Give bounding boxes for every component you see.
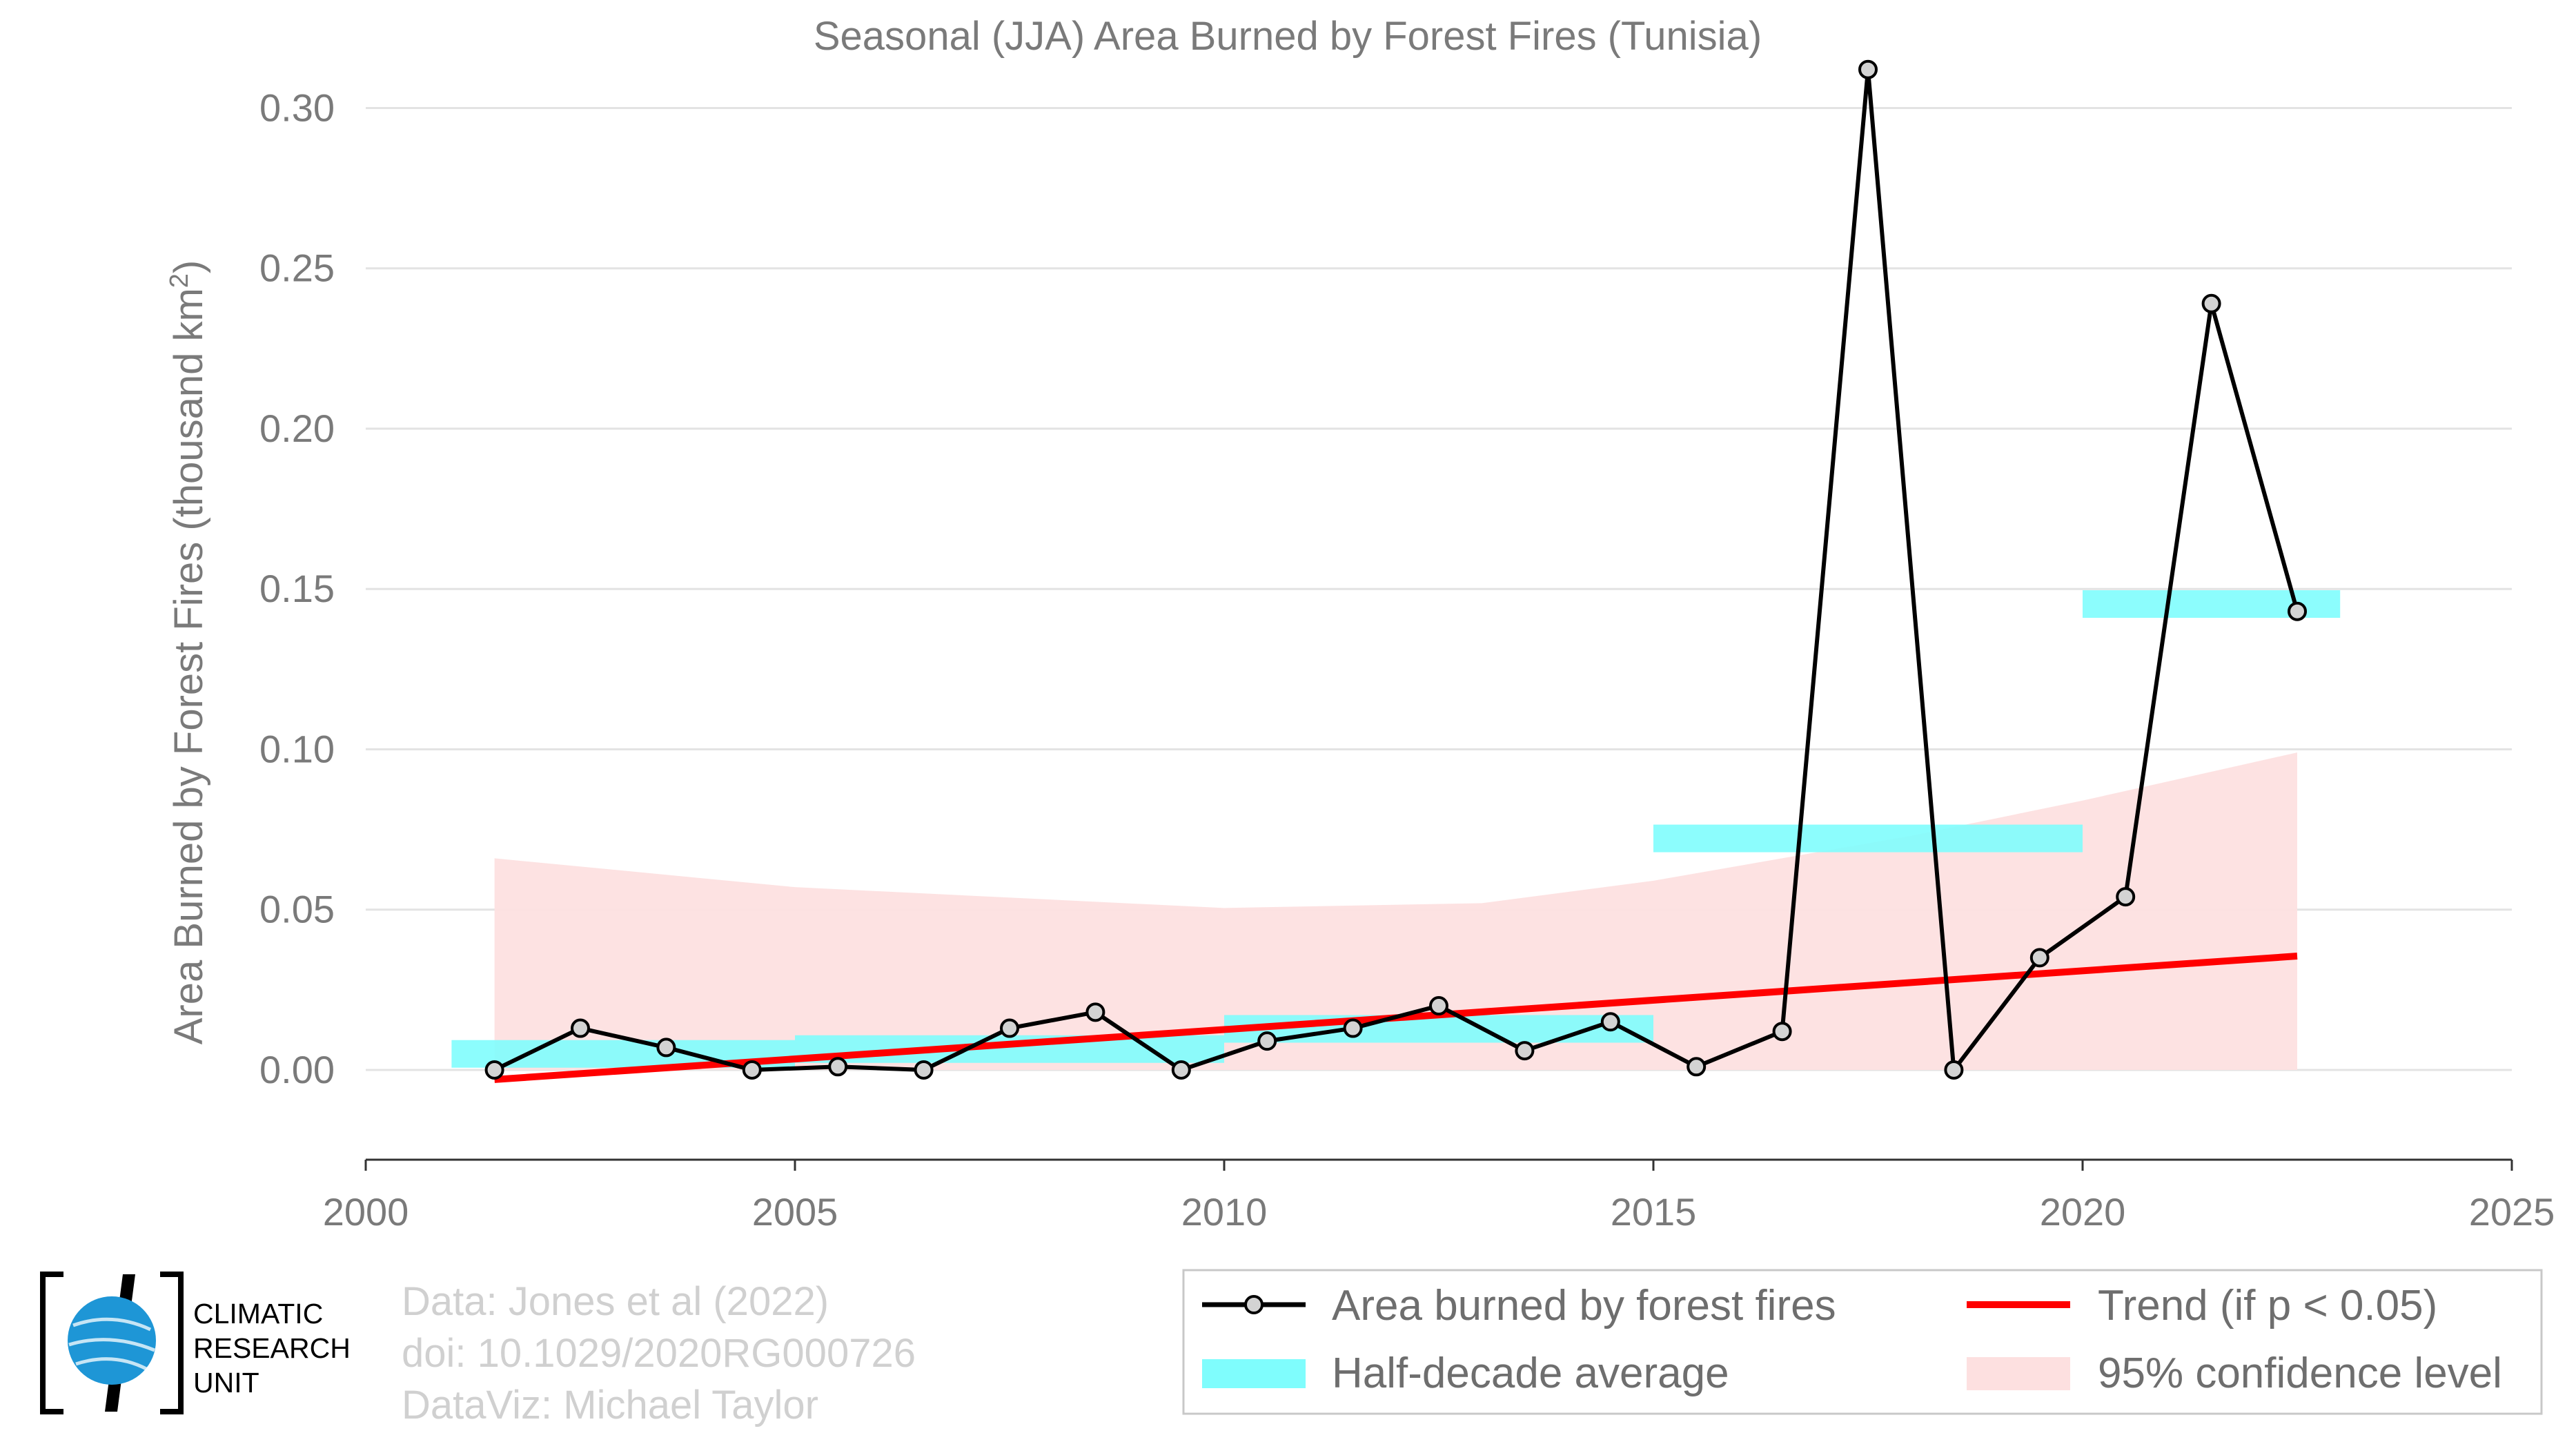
legend-label-area-burned: Area burned by forest fires <box>1332 1282 1836 1330</box>
data-point <box>914 1060 934 1080</box>
confidence-band <box>494 752 2297 1070</box>
y-tick-label: 0.25 <box>259 246 335 290</box>
legend-ci-swatch <box>1967 1357 2070 1390</box>
cru-logo: CLIMATIC RESEARCH UNIT <box>40 1272 351 1414</box>
data-point <box>1600 1012 1620 1032</box>
y-axis-label-close: ) <box>166 260 211 273</box>
x-axis-ticks: 2000 2005 2010 2015 2020 2025 <box>323 1160 2555 1234</box>
logo-line-1: CLIMATIC <box>193 1298 323 1330</box>
x-tick-label: 2020 <box>2040 1190 2126 1234</box>
legend-band-swatch <box>1202 1359 1306 1388</box>
data-point <box>1257 1031 1277 1051</box>
y-tick-label: 0.10 <box>259 727 335 770</box>
globe-lines <box>68 1317 155 1372</box>
data-point <box>1085 1002 1105 1022</box>
data-point <box>656 1038 676 1058</box>
x-tick-label: 2000 <box>323 1190 409 1234</box>
x-tick-label: 2005 <box>752 1190 838 1234</box>
data-point <box>2116 887 2136 907</box>
y-tick-label: 0.05 <box>259 888 335 931</box>
data-point <box>1171 1060 1191 1080</box>
data-point <box>2029 948 2049 968</box>
y-axis-label-main: Area Burned by Forest Fires (thousand km <box>166 288 211 1044</box>
logo-bracket-right <box>160 1272 184 1414</box>
data-point <box>2288 601 2307 621</box>
data-point <box>1687 1057 1707 1077</box>
area-burned-line-layer <box>493 67 2299 1072</box>
logo-line-3: UNIT <box>193 1367 259 1399</box>
legend: Area burned by forest fires Trend (if p … <box>1182 1269 2543 1415</box>
area-burned-line <box>493 67 2299 1072</box>
data-point <box>1772 1022 1792 1042</box>
half-decade-bar <box>795 1035 1224 1063</box>
confidence-band-layer <box>494 752 2297 1070</box>
credit-dataviz: DataViz: Michael Taylor <box>402 1383 818 1428</box>
credit-doi: doi: 10.1029/2020RG000726 <box>402 1331 916 1376</box>
logo-line-2: RESEARCH <box>193 1332 351 1364</box>
data-point <box>1944 1060 1964 1080</box>
area-burned-marker-layer <box>484 59 2307 1080</box>
legend-marker-swatch <box>1244 1295 1264 1314</box>
x-tick-label: 2010 <box>1181 1190 1268 1234</box>
data-point <box>1000 1018 1019 1038</box>
y-tick-label: 0.15 <box>259 567 335 610</box>
legend-label-trend: Trend (if p < 0.05) <box>2098 1282 2437 1330</box>
data-point <box>1858 59 1878 79</box>
legend-label-confidence: 95% confidence level <box>2098 1350 2502 1397</box>
data-point <box>1515 1041 1535 1061</box>
credit-data: Data: Jones et al (2022) <box>402 1279 829 1324</box>
credits: Data: Jones et al (2022) doi: 10.1029/20… <box>402 1279 916 1428</box>
data-point <box>1343 1018 1363 1038</box>
y-tick-label: 0.20 <box>259 407 335 450</box>
data-point <box>828 1057 848 1077</box>
half-decade-bar <box>1653 824 2083 853</box>
y-tick-label: 0.30 <box>259 86 335 129</box>
data-point <box>742 1060 762 1080</box>
y-axis-label-superscript: 2 <box>165 273 194 288</box>
x-tick-label: 2015 <box>1611 1190 1697 1234</box>
y-axis-ticks: 0.00 0.05 0.10 0.15 0.20 0.25 0.30 <box>259 86 335 1091</box>
y-axis-label: Area Burned by Forest Fires (thousand km… <box>165 260 211 1045</box>
legend-label-half-decade: Half-decade average <box>1332 1350 1729 1397</box>
y-tick-label: 0.00 <box>259 1048 335 1091</box>
logo-bracket-left <box>40 1272 63 1414</box>
data-point <box>484 1060 504 1080</box>
data-point <box>1429 996 1448 1016</box>
legend-box <box>1182 1269 2543 1415</box>
x-tick-label: 2025 <box>2469 1190 2555 1234</box>
chart-title: Seasonal (JJA) Area Burned by Forest Fir… <box>814 14 1762 59</box>
data-point <box>2201 293 2221 313</box>
data-point <box>571 1018 590 1038</box>
